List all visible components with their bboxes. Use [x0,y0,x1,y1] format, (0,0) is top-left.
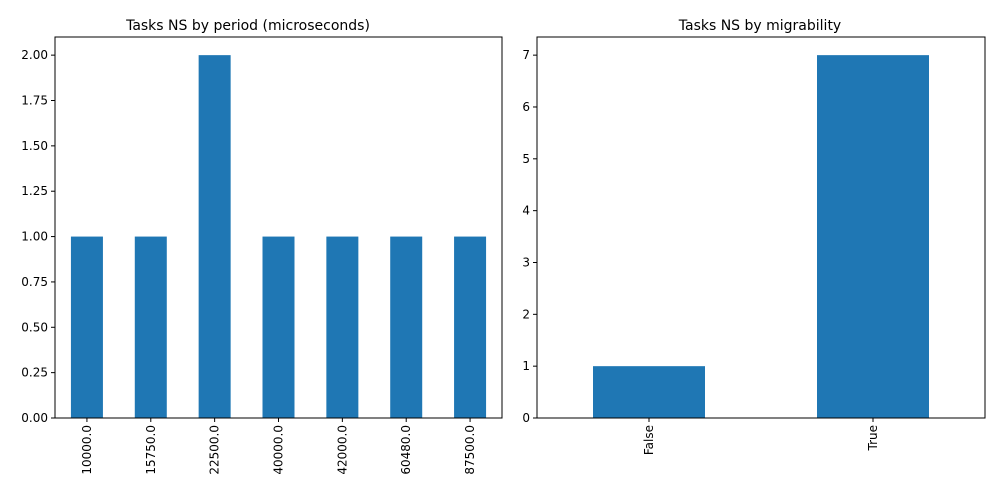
chart-period: Tasks NS by period (microseconds) 0.000.… [21,18,503,475]
chart-period-xtick-label: 42000.0 [335,425,349,475]
chart-period-yticks: 0.00 0.25 0.50 0.75 1.00 1.25 1.50 1.75 2.00 [21,48,55,425]
chart-migrability-axes-frame [536,36,986,419]
chart-period-xtick-label: 10000.0 [80,425,94,475]
chart-period-ytick-label: 1.50 [21,139,48,153]
chart-migrability-ytick-label: 7 [522,48,530,62]
chart-migrability-xtick-label: True [866,425,880,452]
chart-migrability-ytick-label: 0 [522,411,530,425]
chart-migrability: Tasks NS by migrability 0 1 2 3 4 5 6 7 False Tr… [522,18,986,455]
chart-period-bar [198,55,231,419]
chart-period-xtick-label: 22500.0 [208,425,222,475]
chart-period-ytick-label: 2.00 [21,48,48,62]
chart-period-ytick-label: 0.75 [21,275,48,289]
chart-period-ytick-label: 0.00 [21,411,48,425]
chart-migrability-ytick-label: 2 [522,307,530,321]
chart-migrability-xtick-label: False [642,425,656,455]
chart-period-xticks: 10000.0 15750.0 22500.0 40000.0 42000.0 60480… [80,418,477,475]
chart-period-bar [326,236,359,418]
chart-migrability-yticks: 0 1 2 3 4 5 6 7 [522,48,537,425]
chart-period-xtick-label: 15750.0 [144,425,158,475]
chart-migrability-title: Tasks NS by migrability [678,18,841,34]
chart-migrability-ytick-label: 6 [522,100,530,114]
chart-period-ytick-label: 1.00 [21,230,48,244]
chart-period-bar [262,236,295,418]
chart-period-bar [134,236,167,418]
chart-period-bar [390,236,423,418]
chart-period-bars [70,55,487,419]
chart-period-bar [70,236,103,418]
chart-period-ytick-label: 1.25 [21,184,48,198]
chart-migrability-ytick-label: 1 [522,359,530,373]
chart-period-title: Tasks NS by period (microseconds) [125,18,370,34]
chart-period-ytick-label: 0.25 [21,366,48,380]
chart-migrability-ytick-label: 4 [522,204,530,218]
chart-period-xtick-label: 87500.0 [463,425,477,475]
chart-migrability-ytick-label: 3 [522,255,530,269]
chart-period-bar [454,236,487,418]
chart-migrability-ytick-label: 5 [522,152,530,166]
chart-migrability-xticks: False True [642,418,880,455]
chart-migrability-bars [593,55,929,419]
chart-period-xtick-label: 40000.0 [272,425,286,475]
chart-period-ytick-label: 0.50 [21,320,48,334]
chart-period-ytick-label: 1.75 [21,94,48,108]
chart-period-xtick-label: 60480.0 [399,425,413,475]
chart-migrability-bar [817,55,929,419]
chart-migrability-bar [593,366,705,418]
chart-period-axes-frame [54,36,503,419]
